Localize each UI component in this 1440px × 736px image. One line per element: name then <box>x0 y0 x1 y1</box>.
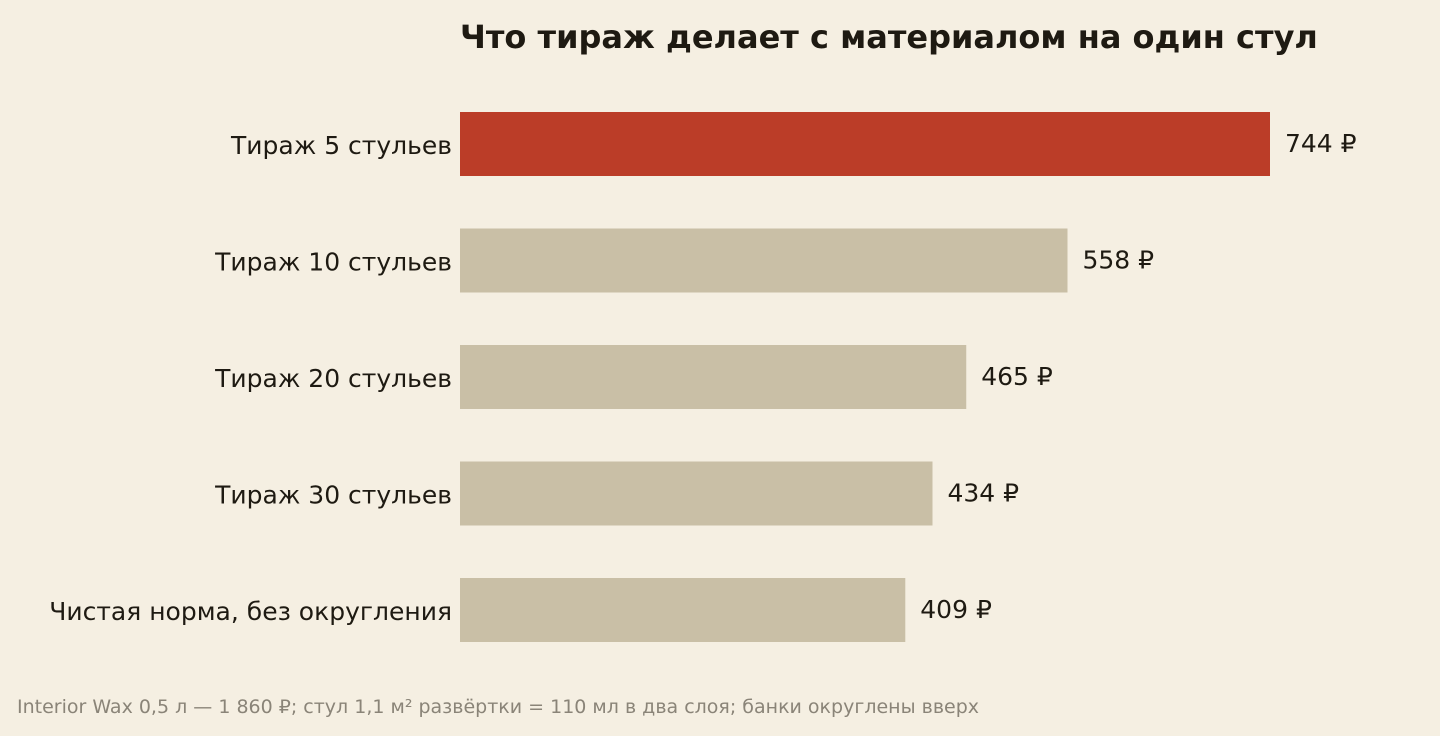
category-label: Тираж 5 стульев <box>230 131 452 160</box>
bar <box>460 228 1068 293</box>
category-label: Тираж 20 стульев <box>214 364 452 393</box>
value-label: 409 ₽ <box>920 595 992 624</box>
value-label: 744 ₽ <box>1285 129 1357 158</box>
value-label: 558 ₽ <box>1083 246 1155 275</box>
category-label: Тираж 30 стульев <box>214 481 452 510</box>
bar <box>460 112 1270 176</box>
value-label: 465 ₽ <box>981 362 1053 391</box>
category-label: Чистая норма, без округления <box>49 597 452 626</box>
chart-title: Что тираж делает с материалом на один ст… <box>460 18 1318 56</box>
bar <box>460 578 906 642</box>
bar <box>460 461 933 526</box>
value-label: 434 ₽ <box>948 479 1020 508</box>
footnote: Interior Wax 0,5 л — 1 860 ₽; стул 1,1 м… <box>17 696 980 718</box>
bar <box>460 345 967 409</box>
category-label: Тираж 10 стульев <box>214 248 452 277</box>
